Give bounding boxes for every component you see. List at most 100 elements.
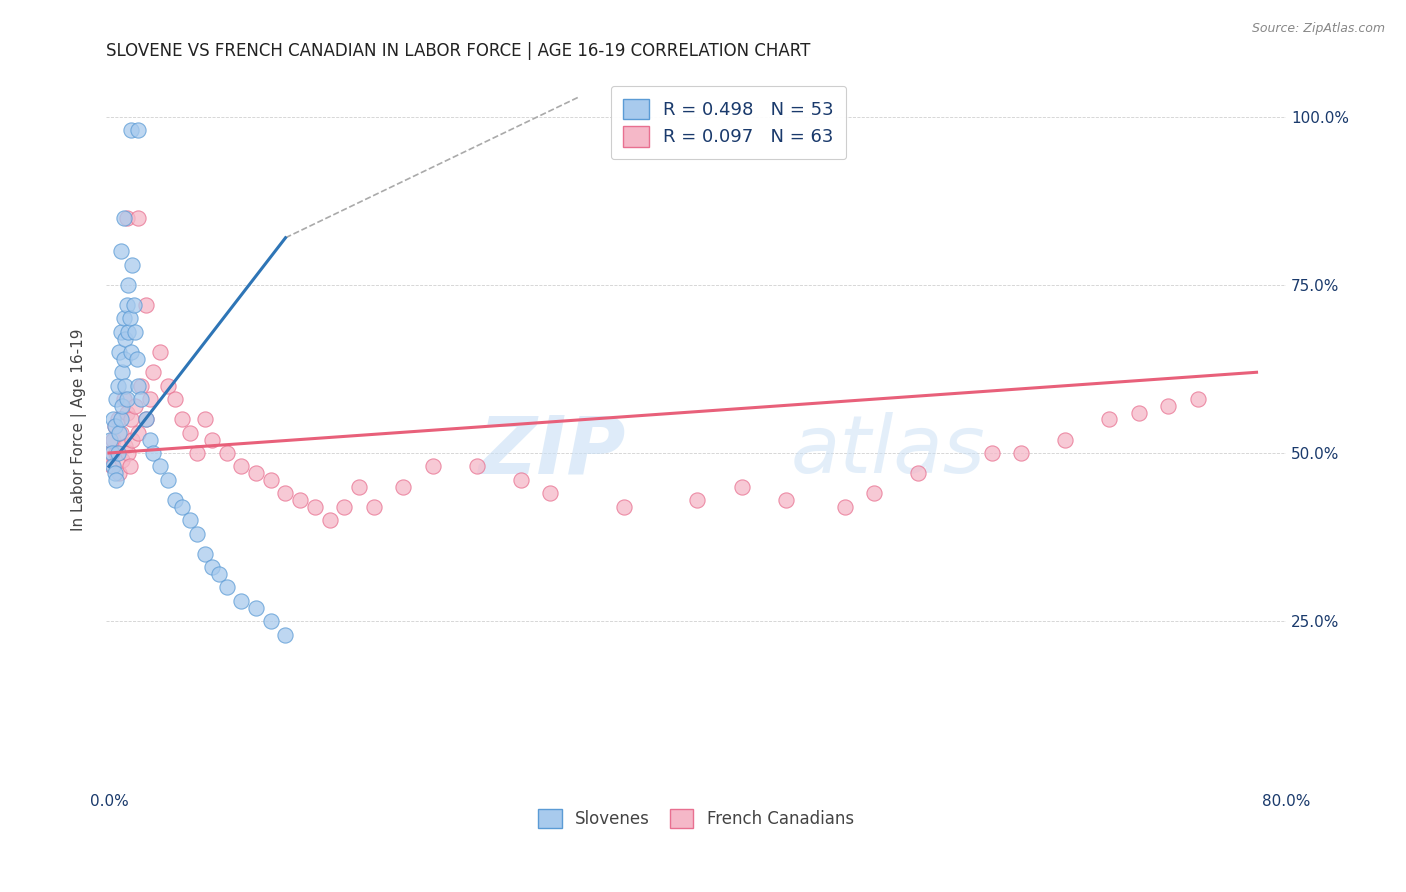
- Point: [120, 123, 142, 137]
- Point: [127, 378, 149, 392]
- Point: [100, 433, 122, 447]
- Point: [142, 365, 165, 379]
- Point: [103, 412, 125, 426]
- Point: [124, 399, 146, 413]
- Y-axis label: In Labor Force | Age 16-19: In Labor Force | Age 16-19: [72, 328, 87, 531]
- Point: [193, 412, 215, 426]
- Point: [120, 412, 142, 426]
- Point: [509, 473, 531, 487]
- Point: [245, 466, 267, 480]
- Point: [104, 419, 127, 434]
- Point: [114, 439, 136, 453]
- Point: [110, 244, 132, 259]
- Point: [1157, 399, 1180, 413]
- Text: ZIP: ZIP: [478, 412, 626, 490]
- Point: [117, 277, 139, 292]
- Point: [465, 459, 488, 474]
- Point: [775, 493, 797, 508]
- Point: [111, 399, 134, 413]
- Point: [231, 594, 253, 608]
- Point: [245, 600, 267, 615]
- Point: [112, 351, 135, 366]
- Point: [135, 412, 157, 426]
- Point: [115, 211, 138, 225]
- Point: [318, 513, 340, 527]
- Point: [125, 351, 148, 366]
- Point: [179, 425, 201, 440]
- Point: [363, 500, 385, 514]
- Point: [110, 325, 132, 339]
- Point: [1010, 446, 1032, 460]
- Point: [105, 473, 128, 487]
- Point: [1128, 406, 1150, 420]
- Point: [215, 446, 238, 460]
- Point: [186, 526, 208, 541]
- Point: [117, 446, 139, 460]
- Point: [129, 392, 152, 407]
- Point: [613, 500, 636, 514]
- Point: [863, 486, 886, 500]
- Point: [201, 433, 224, 447]
- Point: [179, 513, 201, 527]
- Point: [980, 446, 1002, 460]
- Point: [114, 378, 136, 392]
- Point: [111, 452, 134, 467]
- Point: [122, 298, 145, 312]
- Point: [103, 459, 125, 474]
- Point: [118, 459, 141, 474]
- Point: [100, 446, 122, 460]
- Point: [105, 392, 128, 407]
- Point: [135, 298, 157, 312]
- Point: [107, 446, 129, 460]
- Point: [101, 459, 124, 474]
- Point: [127, 425, 149, 440]
- Point: [107, 378, 129, 392]
- Point: [112, 211, 135, 225]
- Point: [1098, 412, 1121, 426]
- Point: [101, 446, 124, 460]
- Point: [118, 311, 141, 326]
- Point: [110, 412, 132, 426]
- Point: [201, 560, 224, 574]
- Point: [115, 298, 138, 312]
- Point: [1187, 392, 1209, 407]
- Text: atlas: atlas: [790, 412, 986, 490]
- Point: [121, 258, 143, 272]
- Point: [103, 433, 125, 447]
- Point: [347, 480, 370, 494]
- Point: [538, 486, 561, 500]
- Point: [124, 325, 146, 339]
- Point: [274, 627, 297, 641]
- Point: [105, 446, 128, 460]
- Point: [112, 311, 135, 326]
- Point: [172, 412, 194, 426]
- Point: [1054, 433, 1077, 447]
- Point: [304, 500, 326, 514]
- Point: [115, 406, 138, 420]
- Point: [139, 433, 162, 447]
- Point: [260, 614, 283, 628]
- Point: [149, 459, 172, 474]
- Point: [121, 433, 143, 447]
- Point: [110, 425, 132, 440]
- Point: [260, 473, 283, 487]
- Point: [274, 486, 297, 500]
- Point: [149, 345, 172, 359]
- Point: [111, 365, 134, 379]
- Point: [165, 392, 187, 407]
- Point: [333, 500, 356, 514]
- Point: [290, 493, 312, 508]
- Text: Source: ZipAtlas.com: Source: ZipAtlas.com: [1251, 22, 1385, 36]
- Point: [139, 392, 162, 407]
- Point: [907, 466, 929, 480]
- Point: [142, 446, 165, 460]
- Point: [730, 480, 752, 494]
- Point: [686, 493, 709, 508]
- Point: [231, 459, 253, 474]
- Point: [104, 466, 127, 480]
- Point: [172, 500, 194, 514]
- Point: [165, 493, 187, 508]
- Point: [127, 123, 149, 137]
- Point: [129, 378, 152, 392]
- Point: [117, 325, 139, 339]
